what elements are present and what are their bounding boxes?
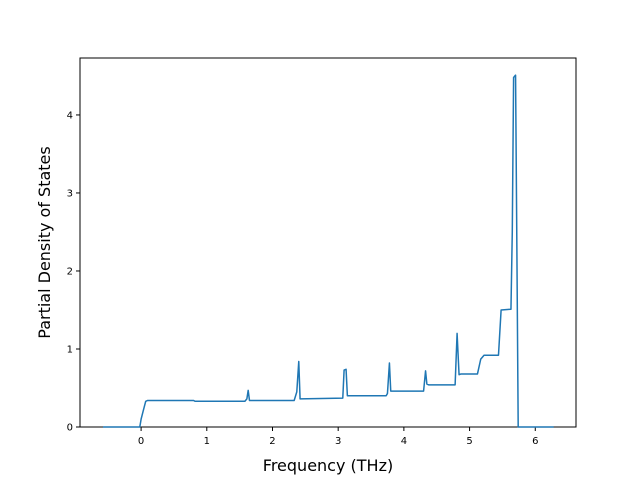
- x-tick-label: 2: [269, 436, 275, 447]
- x-tick-label: 5: [466, 436, 472, 447]
- x-tick-label: 1: [204, 436, 210, 447]
- x-tick-label: 4: [401, 436, 407, 447]
- x-tick-label: 6: [532, 436, 538, 447]
- y-tick-label: 2: [67, 266, 73, 277]
- series-layer: [102, 74, 554, 428]
- y-axis-label: Partial Density of States: [35, 146, 54, 338]
- y-tick-label: 1: [67, 344, 73, 355]
- x-axis-ticks: 0 1 2 3 4 5 6: [138, 427, 538, 447]
- pdos-series-line: [102, 74, 554, 428]
- x-axis-label: Frequency (THz): [263, 456, 393, 475]
- y-tick-label: 0: [67, 423, 73, 434]
- y-tick-label: 4: [67, 110, 73, 121]
- x-tick-label: 0: [138, 436, 144, 447]
- y-tick-label: 3: [67, 188, 73, 199]
- plot-frame: [79, 57, 577, 428]
- y-axis-ticks: 0 1 2 3 4: [67, 110, 80, 434]
- x-tick-label: 3: [335, 436, 341, 447]
